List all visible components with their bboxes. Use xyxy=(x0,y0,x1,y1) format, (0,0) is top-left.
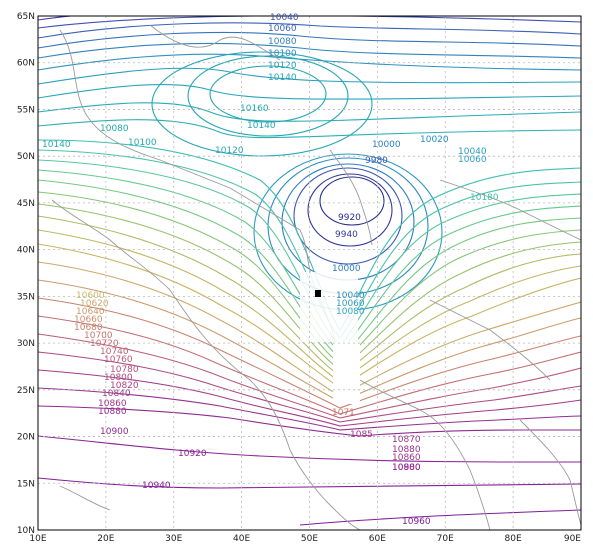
contour-label: 10960 xyxy=(402,517,431,527)
contour-label: 10720 xyxy=(90,339,119,349)
lat-tick-label: 30N xyxy=(17,339,35,349)
lat-tick-label: 25N xyxy=(17,386,35,396)
lat-tick-label: 20N xyxy=(17,433,35,443)
masked-region xyxy=(333,342,360,404)
contour-label: 10780 xyxy=(110,365,139,375)
contour-label: 9940 xyxy=(335,230,358,240)
contour-label: 10140 xyxy=(42,140,71,150)
contour-label: 10040 xyxy=(336,291,365,301)
contour-label: 10880 xyxy=(392,463,421,473)
contour-label: 10740 xyxy=(100,347,129,357)
contour-label: 10920 xyxy=(178,449,207,459)
contour-label: 10060 xyxy=(458,155,487,165)
lat-tick-label: 60N xyxy=(17,59,35,69)
lon-tick-label: 80E xyxy=(505,534,522,544)
lon-tick-label: 60E xyxy=(369,534,386,544)
contour-label: 10180 xyxy=(470,193,499,203)
contour-label: 10140 xyxy=(247,121,276,131)
lat-tick-label: 40N xyxy=(17,246,35,256)
contour-label: 10680 xyxy=(74,323,103,333)
contour-label: 10940 xyxy=(142,481,171,491)
contour-label: 10160 xyxy=(240,104,269,114)
contour-label: 10840 xyxy=(102,389,131,399)
contour-label: 1071 xyxy=(332,408,355,418)
lon-tick-label: 50E xyxy=(301,534,318,544)
contour-label: 10620 xyxy=(80,299,109,309)
map-frame xyxy=(37,15,582,531)
contour-label: 10820 xyxy=(110,381,139,391)
contour-label: 10640 xyxy=(76,307,105,317)
contour-label: 10120 xyxy=(268,61,297,71)
location-marker xyxy=(315,290,321,297)
contour-label: 10100 xyxy=(268,49,297,59)
contour-label: 10040 xyxy=(458,147,487,157)
lon-tick-label: 30E xyxy=(165,534,182,544)
lon-tick-label: 70E xyxy=(437,534,454,544)
lon-tick-label: 40E xyxy=(233,534,250,544)
contour-label: 10760 xyxy=(104,355,133,365)
graticule xyxy=(38,16,581,530)
contour-label: 10000 xyxy=(372,140,401,150)
contour-label: 9920 xyxy=(338,213,361,223)
contour-label: 10600 xyxy=(76,291,105,301)
contour-label: 10660 xyxy=(74,315,103,325)
contour-label: 10800 xyxy=(104,373,133,383)
contour-label: 10900 xyxy=(100,427,129,437)
contour-field xyxy=(38,16,581,530)
contour-label: 10100 xyxy=(128,138,157,148)
lat-tick-label: 10N xyxy=(17,526,35,536)
coastlines xyxy=(51,24,581,530)
longitude-tick-labels: 10E 20E 30E 40E 50E 60E 70E 80E 90E xyxy=(29,534,581,544)
contour-label: 10080 xyxy=(268,37,297,47)
contour-label: 10900 xyxy=(392,463,421,473)
contour-label: 1085 xyxy=(350,430,373,440)
lat-tick-label: 45N xyxy=(17,199,35,209)
lon-tick-label: 20E xyxy=(97,534,114,544)
lon-tick-label: 90E xyxy=(564,534,581,544)
lat-tick-label: 55N xyxy=(17,105,35,115)
contour-label: 9980 xyxy=(365,156,388,166)
contour-label: 10000 xyxy=(332,264,361,274)
contour-label: 10120 xyxy=(215,146,244,156)
contour-label: 10060 xyxy=(336,299,365,309)
contour-label: 10880 xyxy=(392,445,421,455)
contour-label: 10860 xyxy=(98,399,127,409)
contour-label: 10060 xyxy=(268,24,297,34)
contour-label: 10700 xyxy=(84,331,113,341)
contour-label: 10020 xyxy=(420,135,449,145)
contour-label: 10140 xyxy=(268,73,297,83)
contour-label: 10080 xyxy=(336,307,365,317)
contour-label: 10880 xyxy=(98,407,127,417)
contour-label: 10080 xyxy=(100,124,129,134)
lat-tick-label: 15N xyxy=(17,479,35,489)
contour-label: 10860 xyxy=(392,453,421,463)
latitude-tick-labels: 65N 60N 55N 50N 45N 40N 35N 30N 25N 20N 15N 10N xyxy=(17,12,35,536)
lon-tick-label: 10E xyxy=(29,534,46,544)
lat-tick-label: 65N xyxy=(17,12,35,22)
lat-tick-label: 35N xyxy=(17,292,35,302)
contour-label: 10870 xyxy=(392,435,421,445)
contour-labels: 1004010060100801010010120101401016010140… xyxy=(42,13,499,527)
lat-tick-label: 50N xyxy=(17,152,35,162)
contour-label: 10040 xyxy=(270,13,299,23)
